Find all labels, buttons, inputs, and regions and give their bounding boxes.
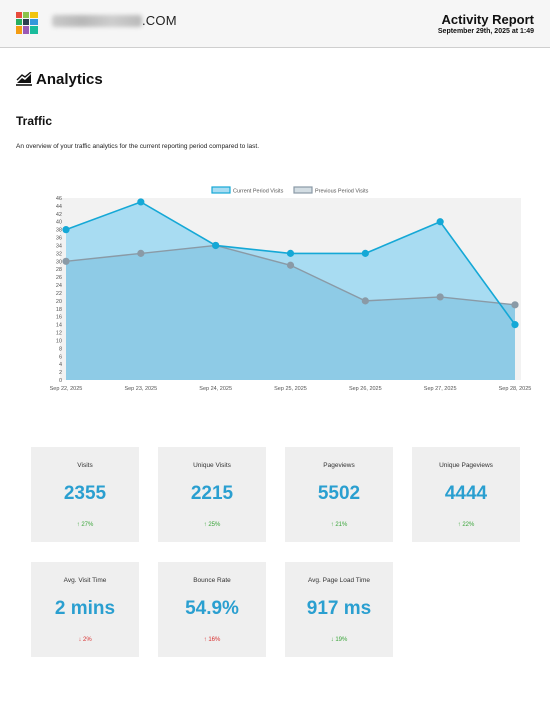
- y-tick-label: 34: [56, 243, 62, 249]
- report-title: Activity Report: [441, 12, 534, 27]
- y-tick-label: 32: [56, 251, 62, 257]
- x-tick-label: Sep 22, 2025: [50, 386, 83, 392]
- current-series-point: [436, 218, 444, 226]
- metric-change: ↓ 2%: [78, 637, 92, 643]
- section-heading: Analytics: [16, 69, 103, 89]
- metric-value: 2215: [190, 483, 234, 504]
- metric-change: ↑ 27%: [76, 522, 94, 528]
- metric-label: Visits: [77, 462, 93, 469]
- section-title: Analytics: [36, 70, 103, 88]
- current-series-point: [286, 249, 295, 257]
- chart-trend-icon: [16, 72, 32, 86]
- x-tick-label: Sep 23, 2025: [124, 386, 157, 392]
- current-series-point: [511, 321, 519, 329]
- y-tick-label: 46: [56, 196, 62, 202]
- metric-value: 5502: [317, 483, 361, 504]
- previous-series-point: [62, 257, 70, 265]
- metric-card: Avg. Page Load Time 917 ms ↓ 19%: [285, 562, 393, 657]
- y-tick-label: 38: [56, 228, 62, 234]
- y-tick-label: 2: [59, 370, 62, 376]
- metric-value: 4444: [444, 483, 488, 504]
- legend-previous-swatch: [293, 186, 313, 194]
- domain-suffix: .COM: [142, 13, 177, 28]
- previous-series-point: [286, 261, 295, 269]
- metric-card: Avg. Visit Time 2 mins ↓ 2%: [31, 562, 139, 657]
- traffic-chart: 0246810121416182022242628303234363840424…: [50, 186, 532, 392]
- x-tick-label: Sep 27, 2025: [424, 386, 457, 392]
- y-tick-label: 36: [56, 236, 62, 242]
- site-logo-icon: [16, 12, 38, 34]
- metric-label: Pageviews: [323, 462, 355, 469]
- metric-value: 2355: [63, 483, 107, 504]
- metric-change: ↑ 16%: [203, 637, 221, 643]
- legend-previous-label: Previous Period Visits: [315, 189, 369, 195]
- y-tick-label: 24: [56, 283, 62, 289]
- metric-change: ↓ 19%: [330, 637, 348, 643]
- metric-label: Avg. Page Load Time: [307, 577, 371, 584]
- y-tick-label: 20: [56, 299, 62, 305]
- previous-series-point: [137, 249, 145, 257]
- metric-value: 54.9%: [185, 598, 239, 619]
- y-tick-label: 6: [59, 354, 62, 360]
- metric-value: 2 mins: [54, 598, 116, 619]
- y-tick-label: 12: [56, 331, 62, 337]
- y-tick-label: 30: [56, 259, 62, 265]
- report-header: .COM Activity Report September 29th, 202…: [0, 0, 550, 48]
- metric-card: Unique Pageviews 4444 ↑ 22%: [412, 447, 520, 542]
- metric-label: Avg. Visit Time: [63, 577, 107, 584]
- y-tick-label: 44: [56, 204, 62, 210]
- metric-change: ↑ 21%: [330, 522, 348, 528]
- y-tick-label: 8: [59, 346, 62, 352]
- metric-card: Visits 2355 ↑ 27%: [31, 447, 139, 542]
- x-tick-label: Sep 28, 2025: [499, 386, 532, 392]
- current-series-point: [62, 226, 70, 234]
- metric-card: Bounce Rate 54.9% ↑ 16%: [158, 562, 266, 657]
- y-tick-label: 10: [56, 338, 62, 344]
- y-tick-label: 26: [56, 275, 62, 281]
- y-tick-label: 28: [56, 267, 62, 273]
- previous-series-point: [511, 301, 519, 309]
- y-tick-label: 42: [56, 212, 62, 218]
- x-tick-label: Sep 24, 2025: [199, 386, 232, 392]
- x-tick-label: Sep 26, 2025: [349, 386, 382, 392]
- x-tick-label: Sep 25, 2025: [274, 386, 307, 392]
- y-tick-label: 18: [56, 307, 62, 313]
- current-series-point: [137, 198, 145, 206]
- previous-series-point: [436, 293, 444, 301]
- y-tick-label: 14: [56, 323, 62, 329]
- previous-series-area: [66, 245, 515, 380]
- previous-series-point: [361, 297, 369, 305]
- legend-current-swatch: [211, 186, 231, 194]
- y-tick-label: 22: [56, 291, 62, 297]
- report-date: September 29th, 2025 at 1:49: [437, 28, 534, 35]
- metric-label: Bounce Rate: [193, 577, 231, 584]
- redacted-domain: [52, 15, 142, 27]
- y-tick-label: 4: [59, 362, 62, 368]
- current-series-point: [361, 249, 369, 257]
- metric-label: Unique Visits: [193, 462, 231, 469]
- y-tick-label: 16: [56, 315, 62, 321]
- metric-card: Unique Visits 2215 ↑ 25%: [158, 447, 266, 542]
- traffic-title: Traffic: [16, 114, 53, 128]
- y-tick-label: 40: [56, 220, 62, 226]
- y-tick-label: 0: [59, 378, 62, 384]
- current-series-point: [212, 241, 220, 250]
- legend-current-label: Current Period Visits: [233, 189, 284, 195]
- metric-change: ↑ 22%: [457, 522, 475, 528]
- metric-card: Pageviews 5502 ↑ 21%: [285, 447, 393, 542]
- metric-change: ↑ 25%: [203, 522, 221, 528]
- metric-label: Unique Pageviews: [439, 462, 493, 469]
- metric-value: 917 ms: [306, 598, 372, 619]
- traffic-intro: An overview of your traffic analytics fo…: [16, 143, 260, 150]
